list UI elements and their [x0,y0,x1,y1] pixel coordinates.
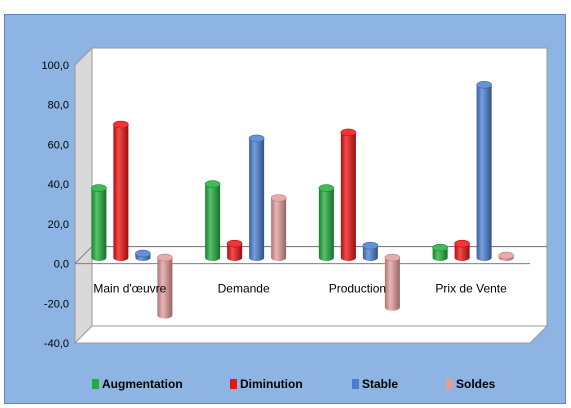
bar-body [91,188,107,262]
bar-soldes-3 [498,251,514,262]
category-label: Main d'œuvre [93,282,166,296]
y-tick-label: 40,0 [48,179,69,191]
bar-cap [362,241,379,250]
bar-body [340,132,356,262]
category-label: Demande [218,282,270,296]
side-wall [74,46,93,345]
y-axis-ticks: 100,0 80,0 60,0 40,0 20,0 0,0 -20,0 -40,0 [41,60,69,350]
bar-soldes-1 [270,194,287,262]
plot-walls [73,46,549,345]
bar-stable-0 [135,249,151,262]
y-tick-label: -20,0 [44,298,69,310]
bar-body [476,84,492,262]
bar-cap [432,243,448,252]
legend-item-augmentation: Augmentation [92,377,183,391]
y-tick-label: 0,0 [54,259,69,271]
bar-cap [476,81,492,89]
y-tick-label: 80,0 [48,100,69,112]
bar-augmentation-2 [318,184,335,262]
bar-body [271,198,287,262]
bar-cap [318,184,335,192]
y-tick-label: -40,0 [44,338,69,350]
bar-augmentation-3 [432,243,448,262]
zero-line-side [74,246,93,264]
bar-body [432,247,448,262]
bar-diminution-1 [226,239,243,262]
y-tick-label: 100,0 [41,60,69,72]
bar-cap [454,239,470,248]
legend-label: Diminution [240,377,303,391]
bar-body [249,138,265,262]
bar-cap [157,253,173,262]
legend-item-soldes: Soldes [446,377,496,391]
bar-cap [91,184,107,192]
bar-soldes-0 [157,253,173,319]
legend-swatch [92,379,99,389]
bar-cap [135,249,151,258]
bar-body [454,243,470,262]
bar-body [362,245,378,262]
legend-swatch [352,379,359,389]
category-labels: Main d'œuvre Demande Production Prix de Ven… [93,282,507,296]
bar-cap [204,180,221,188]
bar-stable-3 [476,81,492,262]
bar-soldes-2 [384,253,401,311]
bar-cap [226,239,243,248]
y-tick-label: 60,0 [48,139,69,151]
legend-label: Augmentation [102,377,183,391]
legend-swatch [230,379,237,389]
bar-body [157,257,173,319]
bar-cap [498,251,514,260]
legend-item-stable: Stable [352,377,398,391]
legend-label: Soldes [456,377,496,391]
legend-item-diminution: Diminution [230,377,303,391]
bar-body [113,124,129,262]
bar-body [318,188,334,262]
bar-stable-2 [362,241,379,262]
legend: Augmentation Diminution Stable Soldes [92,377,496,391]
bar-body [227,243,243,262]
category-label: Production [329,282,386,296]
bar-diminution-2 [340,128,357,262]
y-tick-label: 20,0 [48,219,69,231]
bar-stable-1 [248,134,265,262]
bar-diminution-3 [454,239,470,262]
category-label: Prix de Vente [435,282,507,296]
bars [91,81,514,319]
bar-cap [113,120,129,129]
bar-cap [384,253,401,262]
bar-cap [248,134,265,143]
bar-cap [340,128,357,137]
bar-diminution-0 [113,120,129,262]
bar-augmentation-1 [204,180,221,262]
bar-augmentation-0 [91,184,107,262]
bar-cap [270,194,287,202]
bar-body [384,257,400,311]
bar-body [205,184,221,262]
legend-label: Stable [362,377,398,391]
floor [73,325,549,344]
legend-swatch [446,379,453,389]
